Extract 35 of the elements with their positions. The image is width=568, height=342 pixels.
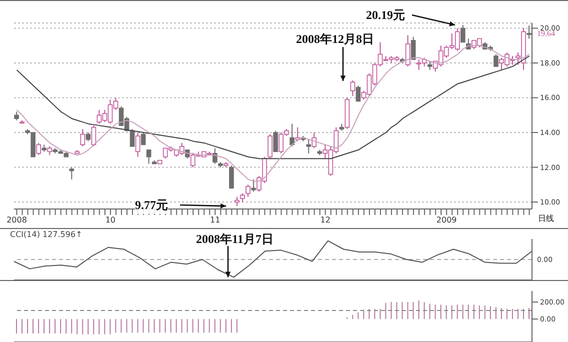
annotation: 2008年11月7日 (196, 231, 274, 248)
text: 日线 (538, 213, 554, 224)
text: 20.19元 (366, 7, 405, 24)
candlestick (268, 134, 272, 160)
candlestick (130, 128, 135, 147)
candlestick (140, 132, 146, 146)
candlestick (410, 36, 416, 60)
candlestick (251, 178, 256, 192)
candlestick (135, 132, 140, 158)
candlestick (273, 130, 278, 152)
text: 19.64 (537, 29, 555, 38)
candlestick (356, 85, 361, 102)
x-tick-label: 2009 (436, 216, 457, 225)
line-series (16, 56, 530, 160)
x-tick-label: 2008 (6, 216, 27, 225)
candlestick (246, 184, 250, 198)
candlestick (494, 54, 498, 67)
x-tick-label: 11 (210, 216, 220, 225)
candlestick (312, 132, 317, 149)
candlestick (212, 148, 218, 164)
candlestick (80, 128, 86, 147)
x-tick-label: 12 (320, 216, 330, 225)
annotation: 9.77元 (135, 197, 168, 214)
x-tick-label: 10 (105, 216, 116, 225)
annotation: 2008年12月8日 (296, 31, 374, 48)
candlestick (36, 142, 41, 156)
candlestick (234, 196, 240, 207)
candlestick (290, 123, 294, 147)
candlestick (306, 138, 312, 154)
candlestick (229, 165, 234, 189)
candlestick (350, 80, 356, 97)
candlestick (460, 24, 466, 43)
candlestick (69, 166, 74, 180)
chart-title: CCI(14) 127.596↑ (10, 230, 82, 239)
candlestick (146, 149, 152, 164)
